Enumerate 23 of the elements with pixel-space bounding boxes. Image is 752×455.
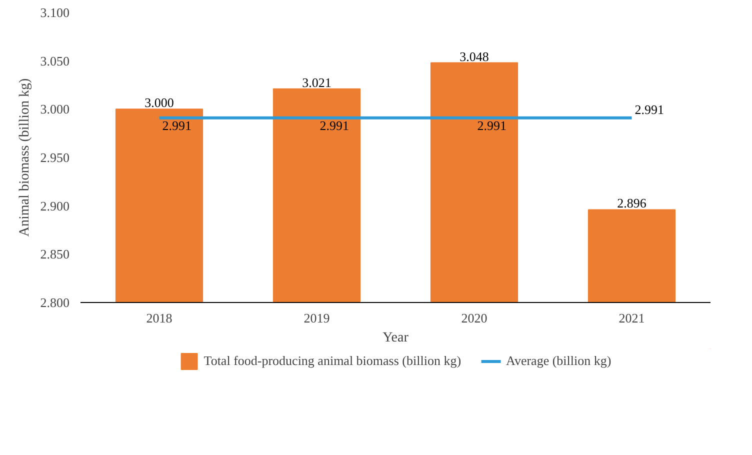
data-label: 2.991 [634,102,664,117]
legend-label: Total food-producing animal biomass (billion kg) [204,353,462,369]
data-label: 3.000 [144,95,174,110]
data-label: 2.896 [617,196,647,211]
y-tick-label: 2.850 [40,246,70,262]
legend-label: Average (billion kg) [506,353,612,369]
y-tick-label: 2.800 [40,295,70,310]
y-tick-label: 2.950 [40,150,70,165]
y-tick-label: 3.100 [40,5,70,20]
y-tick-label: 2.900 [40,198,70,214]
data-label: 2.991 [162,118,192,133]
data-label: 2.991 [477,118,506,133]
y-tick-label: 3.050 [40,53,70,68]
x-tick-label: 2019 [304,310,330,326]
x-tick-label: 2020 [461,310,488,326]
y-tick-label: 3.000 [40,102,70,117]
data-label: 2.991 [320,118,349,133]
x-tick-label: 2018 [146,310,172,326]
x-axis-title: Year [382,330,409,346]
data-label: 3.048 [460,48,489,64]
data-label: 3.021 [302,74,332,90]
y-axis-title: Animal biomass (billion kg) [17,78,32,237]
x-tick-label: 2021 [618,310,645,326]
